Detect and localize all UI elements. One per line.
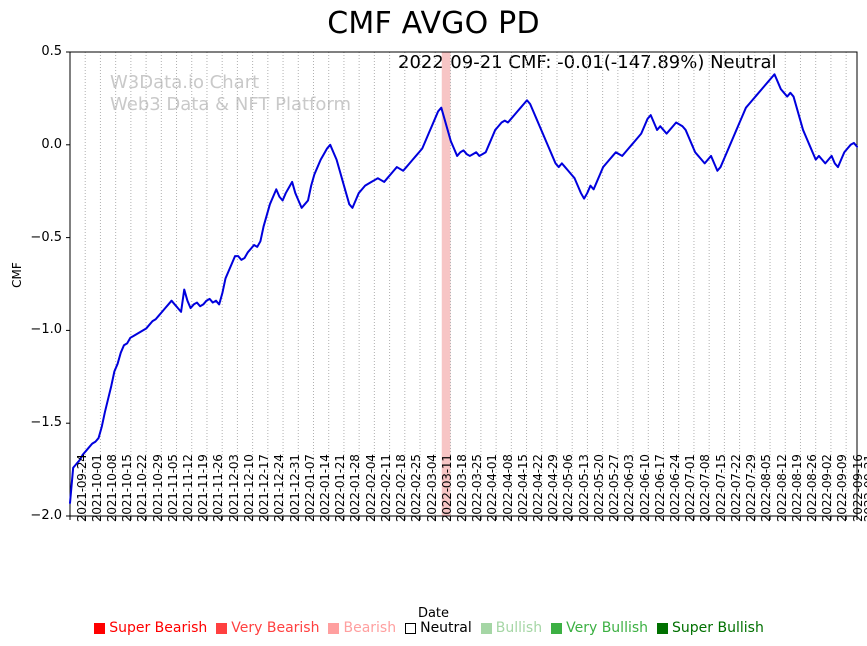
x-tick-label: 2022-06-17	[652, 454, 667, 522]
x-tick-label: 2021-12-03	[226, 454, 241, 522]
x-tick-label: 2022-02-25	[409, 454, 424, 522]
legend-entry[interactable]: Bullish	[480, 620, 543, 636]
x-tick-label: 2022-03-18	[454, 454, 469, 522]
x-tick-label: 2022-02-04	[363, 454, 378, 522]
x-tick-label: 2022-01-14	[317, 454, 332, 522]
legend-entry[interactable]: Super Bearish	[94, 620, 207, 636]
x-tick-label: 2022-06-03	[622, 454, 637, 522]
legend-swatch-icon	[94, 622, 106, 634]
x-tick-label: 2021-11-12	[181, 454, 196, 522]
x-tick-label: 2022-06-10	[637, 454, 652, 522]
x-tick-label: 2021-12-10	[241, 454, 256, 522]
x-tick-label: 2022-04-08	[500, 454, 515, 522]
x-tick-label: 2021-10-08	[104, 454, 119, 522]
legend-swatch-icon	[216, 622, 228, 634]
legend-entry[interactable]: Neutral	[405, 620, 472, 636]
x-tick-label: 2022-04-29	[546, 454, 561, 522]
chart-title: CMF AVGO PD	[327, 6, 540, 41]
x-tick-label: 2022-02-18	[394, 454, 409, 522]
legend-swatch-icon	[328, 622, 340, 634]
legend-label: Bullish	[495, 620, 543, 636]
x-tick-label: 2022-08-05	[759, 454, 774, 522]
y-tick-label: 0.5	[41, 44, 62, 59]
x-tick-label: 2022-04-22	[531, 454, 546, 522]
x-tick-label: 2022-05-13	[576, 454, 591, 522]
x-tick-label: 2022-08-19	[789, 454, 804, 522]
legend-label: Very Bullish	[566, 620, 649, 636]
legend-label: Super Bearish	[109, 620, 208, 636]
x-tick-label: 2021-09-24	[74, 454, 89, 522]
x-tick-label: 2022-03-04	[424, 454, 439, 522]
x-tick-label: 2022-06-24	[668, 454, 682, 522]
y-tick-label: 0.0	[41, 136, 62, 152]
x-tick-label: 2021-10-01	[89, 454, 104, 522]
y-axis-label: CMF	[10, 262, 24, 288]
x-tick-label: 2022-09-02	[820, 454, 835, 522]
x-tick-label: 2021-11-05	[165, 454, 180, 522]
x-tick-label: 2022-08-26	[804, 454, 819, 522]
legend-label: Bearish	[343, 620, 397, 636]
x-tick-label: 2021-10-29	[150, 454, 165, 522]
x-tick-label: 2022-07-22	[728, 454, 743, 522]
x-tick-label: 2022-01-07	[302, 454, 317, 522]
legend-entry[interactable]: Very Bearish	[216, 620, 319, 636]
x-tick-label: 2021-12-31	[287, 454, 302, 522]
x-tick-label: 2021-10-22	[135, 454, 150, 522]
legend-label: Very Bearish	[231, 620, 320, 636]
highlight-band	[441, 52, 451, 516]
legend-entry[interactable]: Very Bullish	[551, 620, 648, 636]
x-tick-label: 2022-01-21	[333, 454, 348, 522]
cmf-data-line	[69, 73, 858, 505]
x-tick-label: 2021-10-15	[120, 454, 135, 522]
x-tick-label: 2022-05-20	[591, 454, 606, 522]
x-tick-label: 2021-11-19	[196, 454, 211, 522]
legend-entry[interactable]: Bearish	[328, 620, 396, 636]
legend-swatch-icon	[657, 622, 669, 634]
legend-swatch-icon	[405, 622, 417, 634]
y-tick-label: −1.5	[30, 415, 62, 431]
x-axis-label: Date	[417, 606, 450, 621]
legend-swatch-icon	[551, 622, 563, 634]
x-tick-label: 2022-07-01	[683, 454, 698, 522]
x-tick-label: 2022-02-11	[378, 454, 393, 522]
x-tick-label: 2022-01-28	[348, 454, 363, 522]
chart-legend: Super Bearish Very Bearish Bearish Neutral B…	[0, 620, 867, 636]
y-tick-label: −1.0	[30, 322, 62, 338]
cursor-readout-annotation: 2022-09-21 CMF: -0.01(-147.89%) Neutral	[398, 52, 777, 73]
x-tick-label: 2021-12-24	[272, 454, 287, 522]
x-tick-label: 2022-05-27	[607, 454, 622, 522]
x-tick-label: 2022-09-21	[861, 454, 867, 522]
y-tick-label: −0.5	[30, 229, 62, 245]
legend-swatch-icon	[480, 622, 492, 634]
x-tick-label: 2022-09-09	[835, 454, 850, 522]
x-tick-label: 2022-04-15	[515, 454, 530, 522]
x-tick-label: 2022-07-29	[744, 454, 759, 522]
x-tick-label: 2022-03-11	[439, 454, 454, 522]
x-tick-label: 2021-11-26	[211, 454, 226, 522]
x-tick-label: 2022-08-12	[774, 454, 789, 522]
legend-entry[interactable]: Super Bullish	[657, 620, 764, 636]
x-tick-label: 2022-03-25	[470, 454, 485, 522]
legend-label: Super Bullish	[672, 620, 764, 636]
x-tick-label: 2022-05-06	[561, 454, 576, 522]
plot-frame	[69, 51, 858, 517]
legend-label: Neutral	[420, 620, 472, 636]
x-tick-label: 2022-07-08	[698, 454, 713, 522]
x-tick-label: 2021-12-17	[257, 454, 272, 522]
x-tick-label: 2022-07-15	[713, 454, 728, 522]
y-tick-label: −2.0	[30, 508, 62, 523]
x-tick-label: 2022-04-01	[485, 454, 500, 522]
